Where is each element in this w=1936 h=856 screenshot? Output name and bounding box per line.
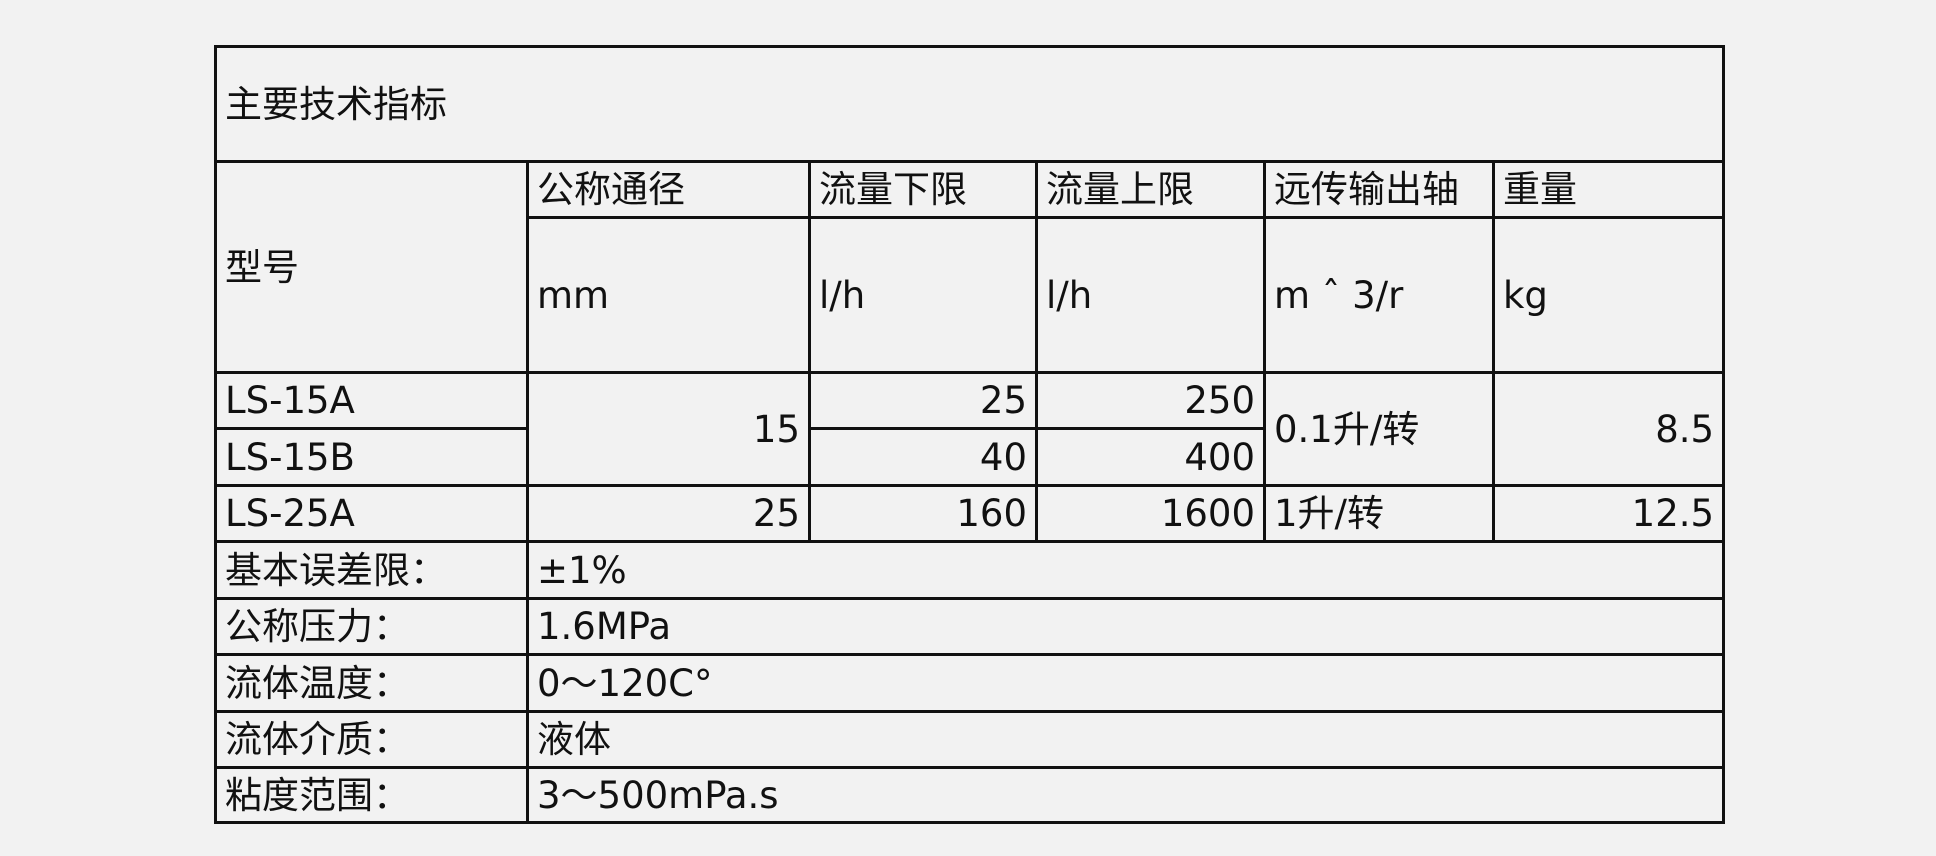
spec-label: 粘度范围： — [214, 766, 529, 824]
spec-row: 公称压力： 1.6MPa — [214, 597, 1726, 656]
header-flow-max: 流量上限 — [1035, 160, 1266, 219]
spec-value: 0～120C° — [525, 653, 1726, 713]
unit-weight: kg — [1491, 216, 1726, 374]
unit-flow-max: l/h — [1035, 216, 1266, 374]
spec-row: 流体温度： 0～120C° — [214, 653, 1726, 713]
spec-label: 流体温度： — [214, 653, 529, 713]
cell-weight: 8.5 — [1491, 371, 1726, 487]
cell-diameter: 25 — [526, 484, 811, 543]
spec-label: 公称压力： — [214, 597, 529, 656]
header-weight: 重量 — [1491, 160, 1726, 219]
cell-output: 1升/转 — [1263, 484, 1495, 543]
spec-label: 基本误差限： — [214, 540, 529, 600]
cell-output: 0.1升/转 — [1263, 371, 1495, 487]
table-row: LS-15B 40 400 — [214, 427, 1724, 487]
spec-row: 流体介质： 液体 — [214, 710, 1726, 769]
header-flow-min: 流量下限 — [808, 160, 1038, 219]
spec-value: 液体 — [525, 710, 1726, 769]
unit-flow-min: l/h — [808, 216, 1038, 374]
spec-label: 流体介质： — [214, 710, 529, 769]
spec-value: 1.6MPa — [525, 597, 1726, 656]
spec-row: 基本误差限： ±1% — [214, 540, 1726, 600]
unit-output: m ˆ 3/r — [1263, 216, 1495, 374]
cell-model: LS-15A — [214, 371, 529, 430]
cell-weight: 12.5 — [1491, 484, 1726, 543]
cell-flow-max: 1600 — [1035, 484, 1266, 543]
spec-row: 粘度范围： 3～500mPa.s — [214, 766, 1726, 824]
table-row: LS-25A 25 160 1600 1升/转 12.5 — [214, 484, 1726, 543]
unit-diameter: mm — [526, 216, 811, 374]
cell-flow-min: 160 — [808, 484, 1038, 543]
spec-value: ±1% — [525, 540, 1726, 600]
cell-diameter: 15 — [526, 371, 811, 487]
table-row: LS-15A 15 25 250 0.1升/转 8.5 — [214, 371, 1726, 487]
cell-flow-max: 250 — [1035, 371, 1266, 430]
header-model: 型号 — [214, 160, 529, 374]
tech-spec-table: 主要技术指标 型号 公称通径 流量下限 流量上限 远传输出轴 重量 mm l/h… — [213, 45, 1726, 824]
cell-model: LS-15B — [214, 427, 529, 487]
header-diameter: 公称通径 — [526, 160, 811, 219]
table-title: 主要技术指标 — [213, 45, 1726, 163]
cell-flow-min: 25 — [808, 371, 1038, 430]
spec-value: 3～500mPa.s — [525, 766, 1726, 824]
header-output: 远传输出轴 — [1263, 160, 1495, 219]
cell-flow-max: 400 — [1035, 427, 1266, 487]
cell-model: LS-25A — [214, 484, 529, 543]
cell-flow-min: 40 — [808, 427, 1038, 487]
